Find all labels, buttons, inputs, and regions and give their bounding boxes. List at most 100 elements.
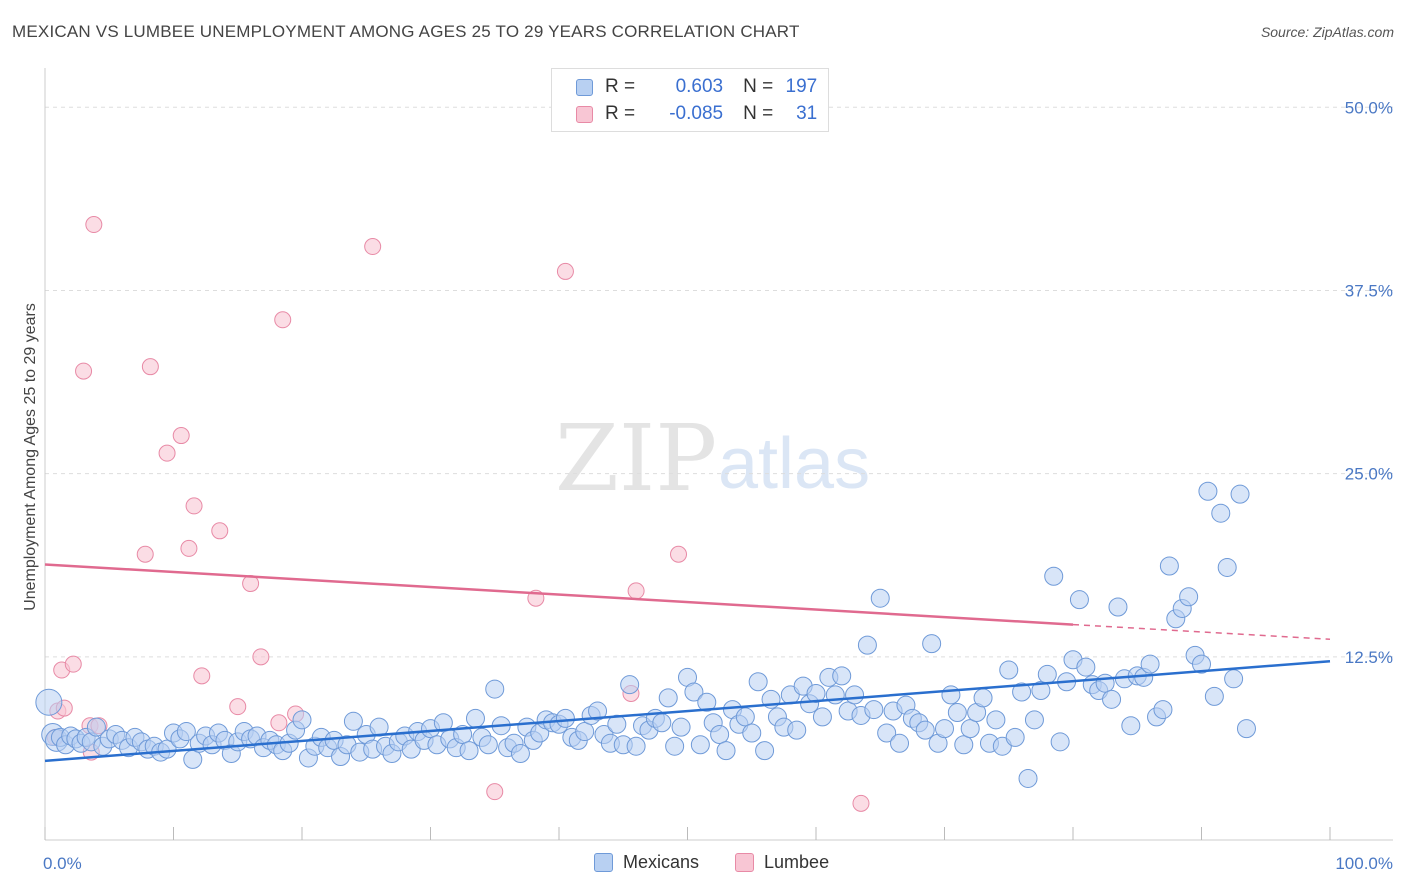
- y-axis-title: Unemployment Among Ages 25 to 29 years: [22, 303, 39, 611]
- mexicans-point: [620, 675, 640, 695]
- mexicans-points: [35, 481, 1256, 788]
- mexicans-point: [86, 717, 106, 737]
- lumbee-point: [85, 216, 103, 234]
- mexicans-point: [35, 688, 63, 716]
- series-legend: Mexicans Lumbee: [594, 852, 829, 873]
- x-tick-labels: 0.0% 100.0%: [43, 854, 1393, 873]
- mexicans-point: [485, 679, 505, 699]
- lumbee-point: [270, 714, 288, 732]
- n-value: 31: [796, 103, 818, 124]
- mexicans-point: [575, 722, 595, 742]
- n-label: N =: [743, 103, 774, 124]
- lumbee-point: [670, 545, 688, 563]
- mexicans-point: [510, 744, 530, 764]
- x-tick-label: 100.0%: [1335, 854, 1393, 873]
- x-tick-label: 0.0%: [43, 854, 82, 873]
- lumbee-swatch: [576, 105, 593, 123]
- mexicans-point: [652, 713, 672, 733]
- lumbee-point: [158, 444, 176, 462]
- mexicans-point: [1095, 673, 1115, 693]
- mexicans-point: [433, 713, 453, 733]
- lumbee-point: [75, 362, 93, 380]
- mexicans-point: [986, 710, 1006, 730]
- mexicans-point: [864, 700, 884, 720]
- mexicans-point: [857, 635, 877, 655]
- mexicans-point: [935, 719, 954, 739]
- mexicans-point: [671, 717, 691, 737]
- mexicans-point: [1211, 503, 1231, 523]
- lumbee-point: [64, 655, 82, 673]
- mexicans-point: [1153, 700, 1173, 720]
- lumbee-legend-label: Lumbee: [764, 852, 830, 872]
- mexicans-point: [465, 708, 485, 728]
- stats-legend: R = 0.603 N = 197 R = -0.085 N = 31: [551, 68, 829, 132]
- mexicans-point: [684, 682, 704, 702]
- mexicans-point: [690, 735, 710, 755]
- lumbee-trend-line: [44, 563, 1074, 626]
- mexicans-point: [176, 722, 196, 742]
- mexicans-point: [806, 683, 826, 703]
- lumbee-point: [556, 262, 574, 280]
- y-tick-label: 25.0%: [1345, 465, 1393, 484]
- lumbee-point: [274, 311, 292, 329]
- mexicans-legend-swatch: [594, 853, 613, 872]
- lumbee-point: [141, 358, 159, 376]
- mexicans-point: [1204, 686, 1224, 706]
- gridlines: [45, 106, 1393, 658]
- mexicans-trend-line: [44, 659, 1331, 763]
- mexicans-point: [1217, 557, 1237, 577]
- mexicans-point: [1005, 727, 1025, 747]
- mexicans-point: [1121, 716, 1141, 736]
- y-tick-label: 50.0%: [1345, 98, 1393, 117]
- mexicans-point: [588, 701, 608, 721]
- mexicans-point: [1031, 681, 1051, 701]
- lumbee-point: [180, 539, 198, 557]
- mexicans-point: [1044, 566, 1064, 586]
- mexicans-point: [716, 741, 736, 761]
- mexicans-point: [1159, 556, 1179, 576]
- mexicans-point: [973, 688, 993, 708]
- mexicans-point: [1198, 481, 1218, 501]
- trend-lines: [44, 563, 1331, 763]
- mexicans-point: [999, 660, 1019, 680]
- mexicans-point: [1012, 682, 1032, 702]
- r-label: R =: [605, 103, 636, 124]
- lumbee-point: [486, 783, 504, 801]
- lumbee-point: [252, 648, 270, 666]
- mexicans-point: [1024, 710, 1044, 730]
- mexicans-point: [1018, 768, 1038, 788]
- mexicans-point: [735, 707, 755, 727]
- mexicans-point: [697, 692, 717, 712]
- mexicans-point: [832, 666, 852, 686]
- watermark-atlas: atlas: [718, 424, 870, 504]
- legend-row-lumbee: R = -0.085 N = 31: [552, 101, 817, 127]
- mexicans-legend-label: Mexicans: [623, 852, 700, 872]
- lumbee-point: [229, 698, 247, 716]
- mexicans-point: [877, 723, 897, 743]
- mexicans-point: [954, 735, 974, 755]
- legend-row-mexicans: R = 0.603 N = 197: [552, 74, 817, 100]
- mexicans-point: [1140, 654, 1160, 674]
- lumbee-point: [172, 427, 190, 445]
- mexicans-point: [710, 724, 730, 744]
- mexicans-point: [658, 688, 678, 708]
- y-tick-labels: 12.5% 25.0% 37.5% 50.0%: [1345, 98, 1393, 667]
- lumbee-point: [364, 238, 382, 256]
- n-label: N =: [743, 76, 774, 97]
- mexicans-point: [459, 741, 479, 761]
- mexicans-point: [607, 714, 627, 734]
- mexicans-point: [1108, 597, 1128, 617]
- mexicans-point: [1192, 654, 1211, 674]
- lumbee-point: [193, 667, 211, 685]
- watermark-zip: ZIP: [555, 405, 717, 512]
- lumbee-point: [136, 545, 154, 563]
- mexicans-point: [292, 710, 312, 730]
- mexicans-point: [1179, 587, 1199, 607]
- n-value: 197: [785, 76, 818, 97]
- lumbee-legend-swatch: [735, 853, 755, 872]
- lumbee-point: [185, 497, 203, 515]
- mexicans-point: [812, 707, 832, 727]
- mexicans-point: [1224, 669, 1244, 689]
- watermark: ZIP atlas: [555, 405, 870, 512]
- y-tick-label: 12.5%: [1345, 648, 1393, 667]
